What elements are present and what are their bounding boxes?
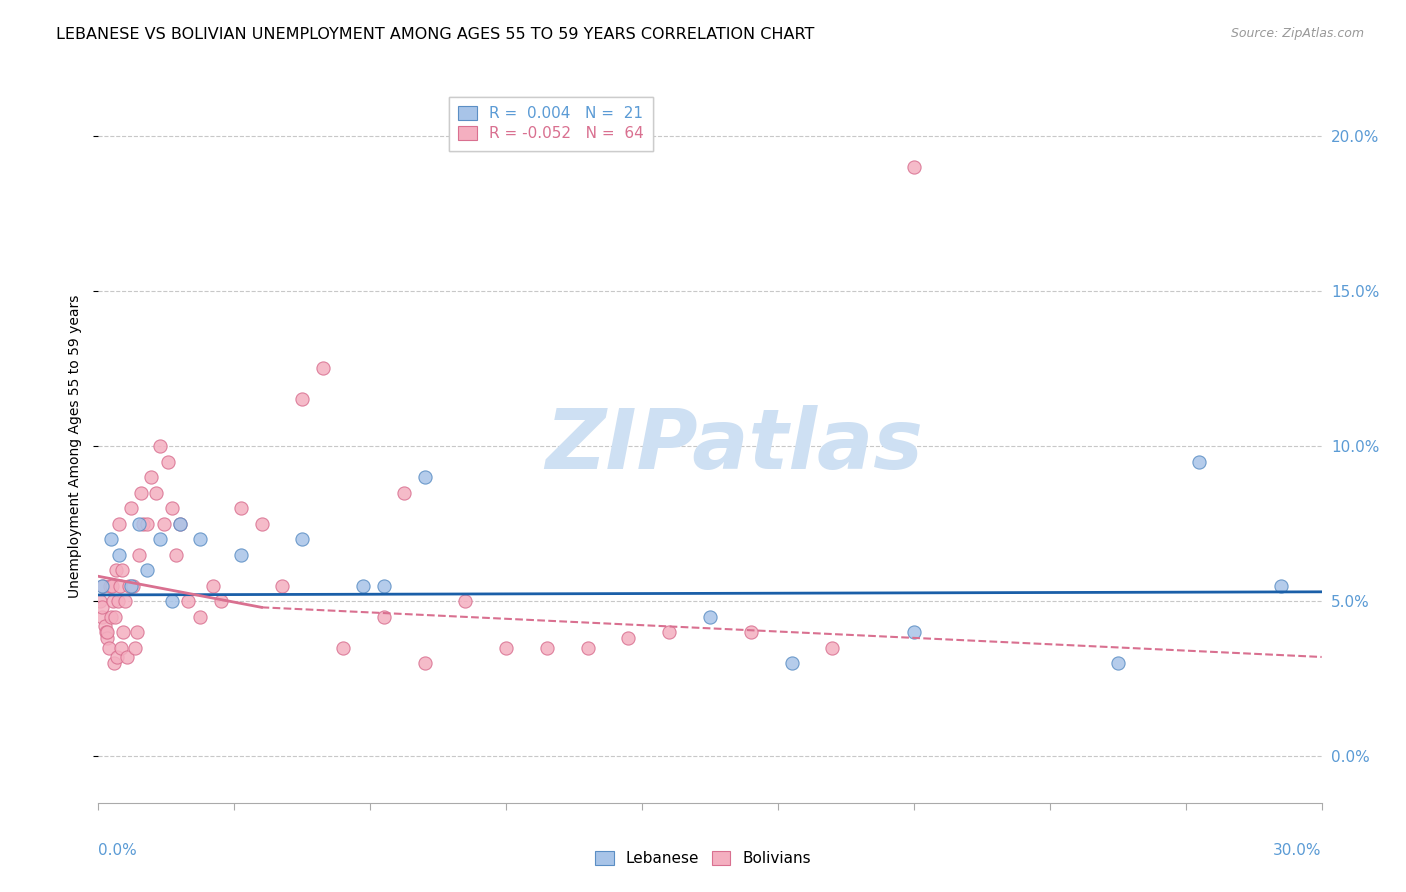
Point — [141, 470, 163, 484]
Point — [111, 563, 134, 577]
Point — [156, 454, 179, 468]
Point — [103, 656, 125, 670]
Point — [91, 600, 114, 615]
Point — [96, 632, 118, 646]
Point — [177, 594, 200, 608]
Y-axis label: Unemployment Among Ages 55 to 59 years: Unemployment Among Ages 55 to 59 years — [69, 294, 83, 598]
Point — [124, 640, 146, 655]
Point — [98, 579, 121, 593]
Point — [188, 609, 212, 624]
Point — [231, 501, 253, 516]
Point — [120, 579, 142, 593]
Point — [149, 439, 172, 453]
Legend: R =  0.004   N =  21, R = -0.052   N =  64: R = 0.004 N = 21, R = -0.052 N = 64 — [449, 97, 652, 151]
Point — [160, 594, 183, 608]
Text: 30.0%: 30.0% — [1274, 843, 1322, 858]
Point — [392, 485, 416, 500]
Point — [97, 640, 120, 655]
Point — [101, 594, 124, 608]
Point — [118, 579, 141, 593]
Point — [231, 548, 253, 562]
Point — [454, 594, 477, 608]
Point — [658, 625, 681, 640]
Point — [115, 650, 138, 665]
Point — [91, 579, 114, 593]
Point — [169, 516, 191, 531]
Point — [114, 594, 136, 608]
Point — [373, 609, 395, 624]
Point — [108, 548, 131, 562]
Point — [495, 640, 517, 655]
Point — [128, 548, 150, 562]
Point — [136, 563, 159, 577]
Point — [352, 579, 374, 593]
Point — [129, 485, 152, 500]
Text: Source: ZipAtlas.com: Source: ZipAtlas.com — [1230, 27, 1364, 40]
Point — [105, 650, 128, 665]
Point — [740, 625, 762, 640]
Point — [132, 516, 155, 531]
Point — [111, 625, 134, 640]
Text: LEBANESE VS BOLIVIAN UNEMPLOYMENT AMONG AGES 55 TO 59 YEARS CORRELATION CHART: LEBANESE VS BOLIVIAN UNEMPLOYMENT AMONG … — [56, 27, 814, 42]
Point — [1188, 454, 1211, 468]
Point — [108, 516, 131, 531]
Point — [108, 579, 131, 593]
Point — [291, 392, 314, 407]
Point — [100, 609, 122, 624]
Point — [104, 563, 127, 577]
Point — [110, 640, 132, 655]
Point — [576, 640, 599, 655]
Point — [903, 625, 925, 640]
Point — [93, 619, 115, 633]
Point — [100, 532, 122, 546]
Point — [149, 532, 172, 546]
Point — [165, 548, 187, 562]
Text: ZIPatlas: ZIPatlas — [546, 406, 924, 486]
Point — [250, 516, 273, 531]
Point — [821, 640, 844, 655]
Text: 0.0%: 0.0% — [98, 843, 138, 858]
Point — [617, 632, 640, 646]
Legend: Lebanese, Bolivians: Lebanese, Bolivians — [586, 842, 820, 875]
Point — [94, 625, 117, 640]
Point — [128, 516, 150, 531]
Point — [332, 640, 354, 655]
Point — [122, 579, 145, 593]
Point — [201, 579, 224, 593]
Point — [90, 609, 112, 624]
Point — [699, 609, 721, 624]
Point — [91, 579, 114, 593]
Point — [291, 532, 314, 546]
Point — [104, 609, 127, 624]
Point — [89, 594, 111, 608]
Point — [107, 594, 129, 608]
Point — [136, 516, 159, 531]
Point — [160, 501, 183, 516]
Point — [145, 485, 167, 500]
Point — [413, 656, 436, 670]
Point — [96, 625, 118, 640]
Point — [152, 516, 174, 531]
Point — [1107, 656, 1129, 670]
Point — [1270, 579, 1292, 593]
Point — [903, 160, 925, 174]
Point — [209, 594, 232, 608]
Point — [188, 532, 212, 546]
Point — [127, 625, 149, 640]
Point — [270, 579, 294, 593]
Point — [413, 470, 436, 484]
Point — [120, 501, 142, 516]
Point — [101, 579, 124, 593]
Point — [780, 656, 803, 670]
Point — [536, 640, 558, 655]
Point — [169, 516, 191, 531]
Point — [312, 361, 335, 376]
Point — [373, 579, 395, 593]
